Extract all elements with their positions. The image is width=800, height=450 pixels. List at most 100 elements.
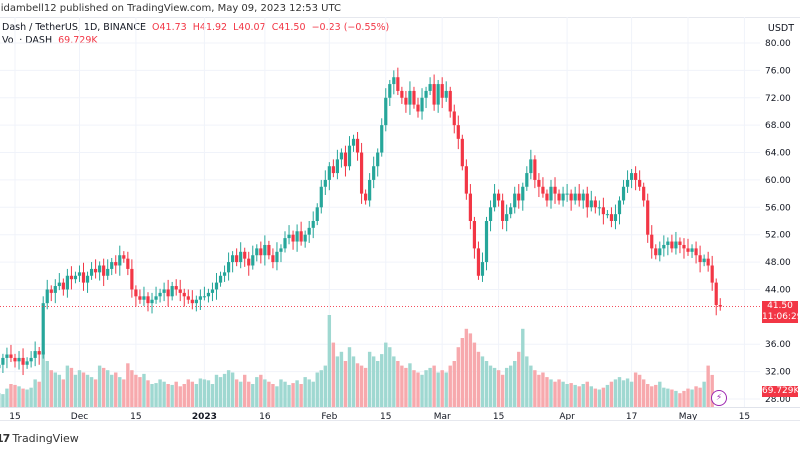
volume-bar: [646, 384, 650, 407]
volume-bar: [126, 363, 130, 407]
candle-body: [85, 275, 90, 283]
publish-info: lidambell12 published on TradingView.com…: [0, 3, 341, 14]
candle-body: [589, 200, 593, 208]
candle-body: [295, 231, 299, 242]
candle-body: [396, 77, 400, 91]
candle-body: [81, 272, 86, 283]
candle-body: [291, 234, 295, 242]
symbol-title[interactable]: Dash / TetherUS, 1D, BINANCE: [2, 22, 146, 33]
candle-body: [339, 152, 344, 160]
volume-bar: [500, 374, 505, 407]
candle-body: [694, 248, 698, 256]
volume-bar: [706, 365, 710, 407]
candle-body: [142, 296, 146, 300]
candle-body: [376, 152, 380, 167]
volume-bar: [400, 365, 404, 407]
volume-bar: [629, 381, 634, 407]
volume-bar: [355, 363, 360, 407]
volume-bar: [625, 378, 630, 407]
candle-body: [521, 186, 525, 201]
candle-body: [609, 214, 614, 221]
tradingview-logo[interactable]: 17TradingView: [0, 432, 79, 445]
x-tick-label: 15: [380, 412, 391, 420]
candle-body: [319, 186, 323, 208]
volume-bar: [238, 381, 243, 407]
candle-body: [654, 248, 658, 256]
candle-body: [190, 299, 194, 304]
candle-body: [303, 234, 307, 242]
volume-bar: [0, 393, 1, 407]
candle-body: [166, 289, 170, 297]
candle-body: [408, 90, 412, 105]
candle-body: [388, 84, 392, 98]
candle-body: [525, 173, 529, 187]
candle-body: [392, 77, 396, 85]
volume-bar: [577, 386, 581, 407]
volume-bar: [65, 365, 70, 407]
candle-body: [347, 145, 352, 167]
x-tick-label: 15: [130, 412, 141, 420]
x-tick-label: May: [679, 412, 698, 420]
volume-bar: [105, 370, 110, 407]
lightning-bolt-icon[interactable]: ⚡: [711, 390, 727, 406]
volume-bar: [315, 372, 319, 407]
volume-bar: [251, 384, 255, 407]
candle-body: [517, 193, 521, 201]
volume-bar: [25, 389, 29, 407]
volume-bar: [432, 365, 436, 407]
candle-body: [456, 125, 460, 139]
volume-bar: [569, 383, 573, 407]
candle-body: [384, 97, 388, 126]
candle-body: [484, 221, 489, 263]
volume-bar: [367, 351, 372, 407]
candle-body: [557, 193, 561, 201]
volume-bar: [698, 387, 702, 407]
volume-bar: [549, 379, 553, 407]
candle-body: [73, 275, 78, 280]
y-tick-label: 72.00: [765, 94, 791, 104]
volume-bar: [561, 381, 565, 407]
volume-bar: [287, 384, 291, 407]
volume-bar: [279, 379, 283, 407]
candle-body: [222, 272, 227, 276]
volume-bar: [255, 377, 259, 407]
candle-body: [634, 173, 638, 180]
candle-body: [706, 258, 710, 266]
candle-body: [226, 262, 231, 273]
candle-body: [94, 268, 98, 273]
candle-body: [464, 166, 468, 194]
volume-bar: [166, 384, 170, 407]
volume-bar: [198, 378, 203, 407]
candle-body: [428, 84, 432, 91]
candle-body: [331, 166, 335, 174]
candle-body: [206, 292, 211, 297]
volume-bar: [275, 386, 279, 407]
price-chart[interactable]: 80.00 76.00 72.00 68.00 64.00 60.00 56.00 52.00…: [0, 0, 800, 420]
volume-bar: [521, 328, 525, 407]
candle-body: [710, 265, 714, 283]
volume-bar: [162, 381, 166, 407]
y-tick-label: 60.00: [765, 176, 791, 186]
ohlc-low: L40.07: [233, 22, 266, 33]
volume-bar: [678, 393, 682, 407]
volume-bar: [226, 370, 231, 407]
volume-bar: [363, 367, 368, 407]
y-tick-label: 28.00: [765, 395, 791, 405]
volume-bar: [206, 380, 211, 407]
volume-bar: [460, 338, 465, 407]
volume-bar: [650, 386, 654, 407]
candle-body: [533, 159, 537, 180]
volume-title[interactable]: Vol · DASH: [2, 35, 53, 46]
x-tick-label: Mar: [434, 412, 451, 420]
volume-bar: [45, 361, 49, 407]
volume-bar: [33, 379, 37, 407]
candle-body: [9, 354, 13, 358]
volume-bar: [464, 328, 469, 407]
candle-body: [351, 138, 356, 146]
candle-body: [642, 186, 646, 201]
y-tick-label: 68.00: [765, 121, 791, 131]
candle-body: [243, 251, 247, 259]
volume-bar: [77, 370, 82, 407]
candle-body: [323, 179, 327, 187]
candle-body: [585, 193, 589, 208]
